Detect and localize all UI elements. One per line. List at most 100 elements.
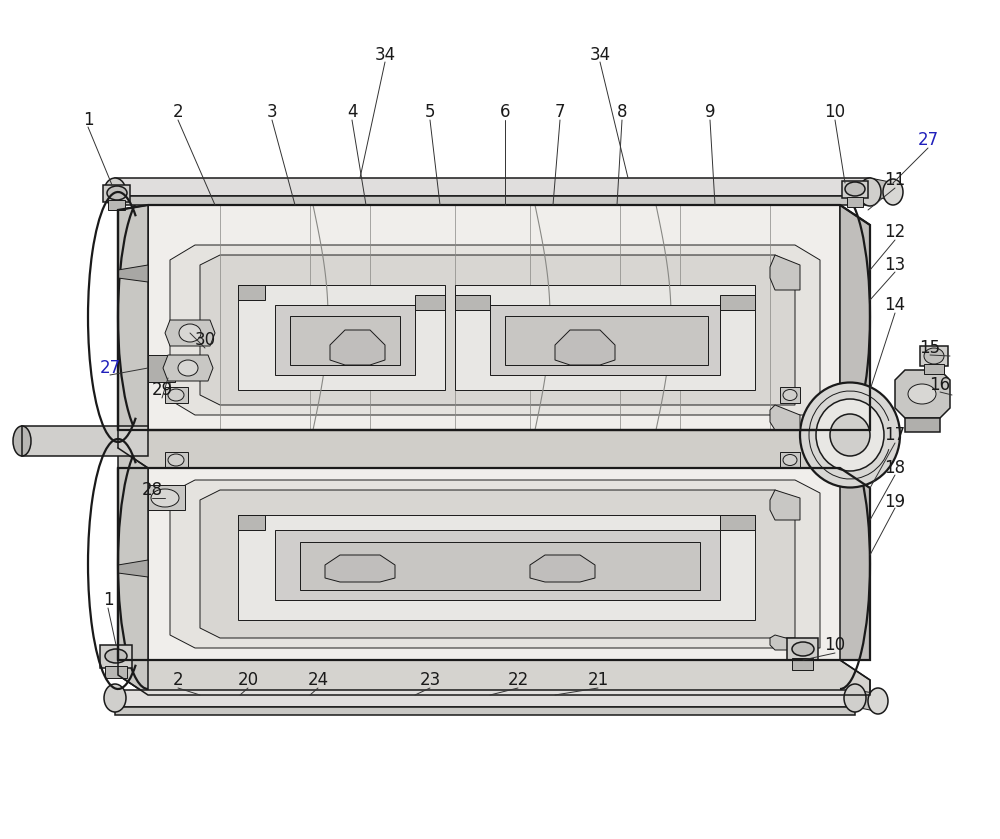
Text: 7: 7 [555, 103, 565, 121]
Polygon shape [165, 320, 215, 346]
Text: 10: 10 [824, 636, 846, 654]
Polygon shape [855, 690, 880, 712]
Polygon shape [105, 666, 127, 678]
Text: 27: 27 [917, 131, 939, 149]
Text: 9: 9 [705, 103, 715, 121]
Text: 34: 34 [374, 46, 396, 64]
Text: 4: 4 [347, 103, 357, 121]
Polygon shape [165, 387, 188, 403]
Polygon shape [118, 205, 148, 430]
Text: 30: 30 [194, 331, 216, 349]
Ellipse shape [868, 688, 888, 714]
Polygon shape [840, 205, 870, 430]
Polygon shape [787, 638, 818, 660]
Polygon shape [118, 205, 148, 695]
Polygon shape [118, 205, 870, 430]
Ellipse shape [178, 360, 198, 376]
Polygon shape [170, 480, 820, 648]
Polygon shape [238, 515, 755, 620]
Polygon shape [118, 265, 148, 282]
Polygon shape [770, 635, 800, 650]
Ellipse shape [845, 182, 865, 196]
Polygon shape [720, 295, 755, 310]
Polygon shape [170, 245, 820, 415]
Polygon shape [720, 515, 755, 530]
Ellipse shape [830, 414, 870, 456]
Polygon shape [455, 295, 490, 310]
Polygon shape [118, 468, 870, 660]
Ellipse shape [13, 426, 31, 456]
Polygon shape [530, 555, 595, 582]
Polygon shape [505, 316, 708, 365]
Text: 1: 1 [103, 591, 113, 609]
Polygon shape [148, 205, 840, 430]
Polygon shape [325, 555, 395, 582]
Text: 15: 15 [919, 339, 941, 357]
Ellipse shape [104, 178, 126, 206]
Text: 1: 1 [83, 111, 93, 129]
Polygon shape [118, 660, 870, 695]
Polygon shape [115, 690, 855, 707]
Polygon shape [770, 255, 800, 290]
Polygon shape [275, 530, 720, 600]
Polygon shape [490, 305, 720, 375]
Ellipse shape [816, 399, 884, 471]
Polygon shape [895, 370, 950, 418]
Ellipse shape [883, 179, 903, 205]
Polygon shape [300, 542, 700, 590]
Ellipse shape [800, 383, 900, 487]
Polygon shape [780, 387, 800, 403]
Polygon shape [330, 330, 385, 365]
Polygon shape [200, 255, 795, 405]
Polygon shape [163, 355, 213, 381]
Ellipse shape [783, 389, 797, 400]
Ellipse shape [107, 186, 127, 200]
Text: 23: 23 [419, 671, 441, 689]
Polygon shape [840, 468, 870, 660]
Text: 34: 34 [589, 46, 611, 64]
Polygon shape [103, 185, 130, 202]
Text: 2: 2 [173, 103, 183, 121]
Text: 16: 16 [929, 376, 951, 394]
Ellipse shape [783, 455, 797, 466]
Polygon shape [770, 405, 800, 430]
Polygon shape [905, 418, 940, 432]
Text: 2: 2 [173, 671, 183, 689]
Polygon shape [847, 197, 863, 207]
Text: 27: 27 [99, 359, 121, 377]
Polygon shape [148, 355, 175, 382]
Text: 20: 20 [237, 671, 259, 689]
Text: 24: 24 [307, 671, 329, 689]
Polygon shape [118, 468, 148, 660]
Polygon shape [780, 452, 800, 468]
Text: 22: 22 [507, 671, 529, 689]
Text: 6: 6 [500, 103, 510, 121]
Polygon shape [118, 430, 870, 468]
Ellipse shape [105, 649, 127, 663]
Polygon shape [148, 485, 185, 510]
Ellipse shape [151, 489, 179, 507]
Ellipse shape [104, 684, 126, 712]
Text: 8: 8 [617, 103, 627, 121]
Polygon shape [108, 200, 125, 210]
Text: 11: 11 [884, 171, 906, 189]
Ellipse shape [908, 384, 936, 404]
Polygon shape [115, 196, 870, 205]
Text: 29: 29 [151, 381, 173, 399]
Text: 12: 12 [884, 223, 906, 241]
Polygon shape [770, 490, 800, 520]
Ellipse shape [924, 348, 944, 364]
Text: 5: 5 [425, 103, 435, 121]
Ellipse shape [859, 178, 881, 206]
Polygon shape [924, 364, 944, 374]
Polygon shape [870, 178, 895, 201]
Ellipse shape [168, 389, 184, 401]
Polygon shape [415, 295, 445, 310]
Polygon shape [200, 490, 795, 638]
Polygon shape [842, 181, 868, 198]
Polygon shape [825, 388, 885, 480]
Polygon shape [238, 515, 265, 530]
Polygon shape [100, 645, 132, 668]
Text: 3: 3 [267, 103, 277, 121]
Polygon shape [792, 658, 813, 670]
